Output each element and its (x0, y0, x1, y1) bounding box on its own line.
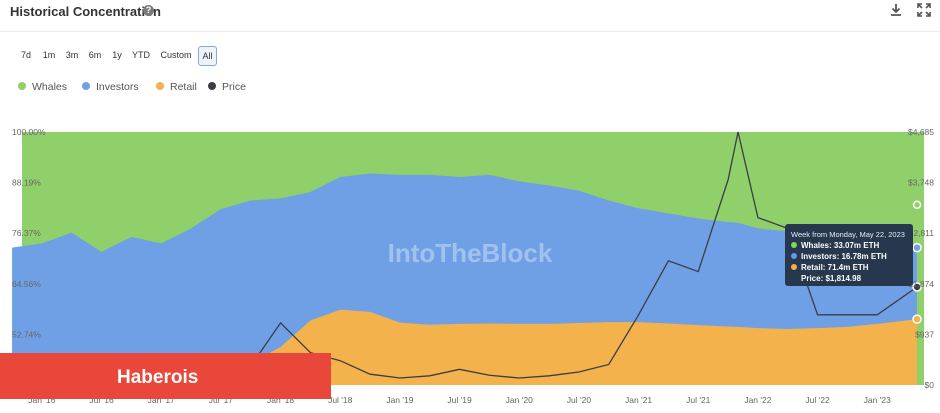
legend-marker (18, 82, 26, 90)
x-tick-label: Jan '20 (506, 395, 533, 405)
tooltip-text: Retail: 71.4m ETH (801, 263, 869, 272)
x-tick-label: Jan '21 (625, 395, 652, 405)
x-tick-label: Jul '18 (328, 395, 353, 405)
y-tick-label-right: $1,874 (908, 279, 934, 289)
legend-label: Whales (32, 81, 68, 93)
legend-item-whales[interactable]: Whales (18, 81, 67, 93)
question-icon[interactable]: ? (143, 5, 154, 16)
tooltip-text: Whales: 33.07m ETH (801, 241, 880, 250)
tooltip-marker (791, 242, 797, 248)
y-tick-label-right: $3,748 (908, 178, 934, 188)
legend-item-retail[interactable]: Retail (156, 81, 197, 93)
x-tick-label: Jul '20 (567, 395, 592, 405)
header-divider (0, 31, 940, 32)
brand-text: Haberois (117, 367, 199, 388)
x-tick-label: Jan '17 (148, 395, 175, 405)
x-tick-label: Jul '16 (89, 395, 114, 405)
x-tick-label: Jul '21 (686, 395, 711, 405)
legend-marker (208, 82, 216, 90)
legend-label: Retail (170, 81, 197, 93)
y-tick-label-left: 64.56% (12, 279, 41, 289)
y-tick-label-right: $4,685 (908, 127, 934, 137)
range-1m[interactable]: 1m (42, 50, 56, 60)
legend-marker (156, 82, 164, 90)
x-tick-label: Jan '19 (386, 395, 413, 405)
tooltip-text: Price: $1,814.98 (801, 274, 862, 283)
tooltip-row-retail: Retail: 71.4m ETH (791, 263, 869, 272)
whales-end-marker (912, 200, 922, 210)
legend-label: Price (222, 81, 246, 93)
x-tick-label: Jul '19 (447, 395, 472, 405)
x-tick-label: Jul '17 (209, 395, 234, 405)
watermark: IntoTheBlock (388, 238, 553, 268)
tooltip-row-price: Price: $1,814.98 (801, 274, 861, 283)
y-tick-label-left: 52.74% (12, 329, 41, 339)
legend-label: Investors (96, 81, 139, 93)
y-tick-label-right: $2,811 (909, 228, 935, 238)
y-tick-label-right: $937 (915, 329, 934, 339)
y-tick-label-right: $0 (925, 380, 935, 390)
tooltip-marker (791, 264, 797, 270)
y-tick-label-left: 76.37% (12, 228, 41, 238)
tooltip-row-whales: Whales: 33.07m ETH (791, 241, 879, 250)
retail-end-marker (912, 314, 922, 324)
range-ytd[interactable]: YTD (132, 50, 150, 60)
range-all[interactable]: All (198, 46, 217, 66)
range-3m[interactable]: 3m (65, 50, 79, 60)
range-7d[interactable]: 7d (20, 50, 31, 60)
brand-banner: Haberois (0, 353, 331, 399)
price-end-marker (912, 282, 922, 292)
tooltip-marker (791, 253, 797, 259)
x-tick-label: Jan '16 (28, 395, 55, 405)
chart-tooltip: Week from Monday, May 22, 2023 Whales: 3… (785, 224, 913, 286)
legend-item-investors[interactable]: Investors (82, 81, 139, 93)
x-tick-label: Jan '22 (744, 395, 771, 405)
tooltip-row-investors: Investors: 16.78m ETH (791, 252, 887, 261)
range-1y[interactable]: 1y (112, 50, 122, 60)
x-tick-label: Jan '18 (267, 395, 294, 405)
expand-icon[interactable] (917, 3, 931, 17)
range-6m[interactable]: 6m (88, 50, 102, 60)
y-tick-label-left: 88.19% (12, 178, 41, 188)
tooltip-heading: Week from Monday, May 22, 2023 (791, 230, 905, 239)
chart-header: Historical Concentration ? (0, 0, 940, 30)
investors-end-marker (912, 242, 922, 253)
chart-title: Historical Concentration (10, 4, 161, 19)
x-tick-label: Jan '23 (864, 395, 891, 405)
legend-item-price[interactable]: Price (208, 81, 246, 93)
tooltip-text: Investors: 16.78m ETH (801, 252, 887, 261)
range-custom[interactable]: Custom (160, 50, 192, 60)
y-tick-label-left: 100.00% (12, 127, 46, 137)
x-tick-label: Jul '22 (805, 395, 830, 405)
legend-marker (82, 82, 90, 90)
download-icon[interactable] (889, 3, 903, 17)
